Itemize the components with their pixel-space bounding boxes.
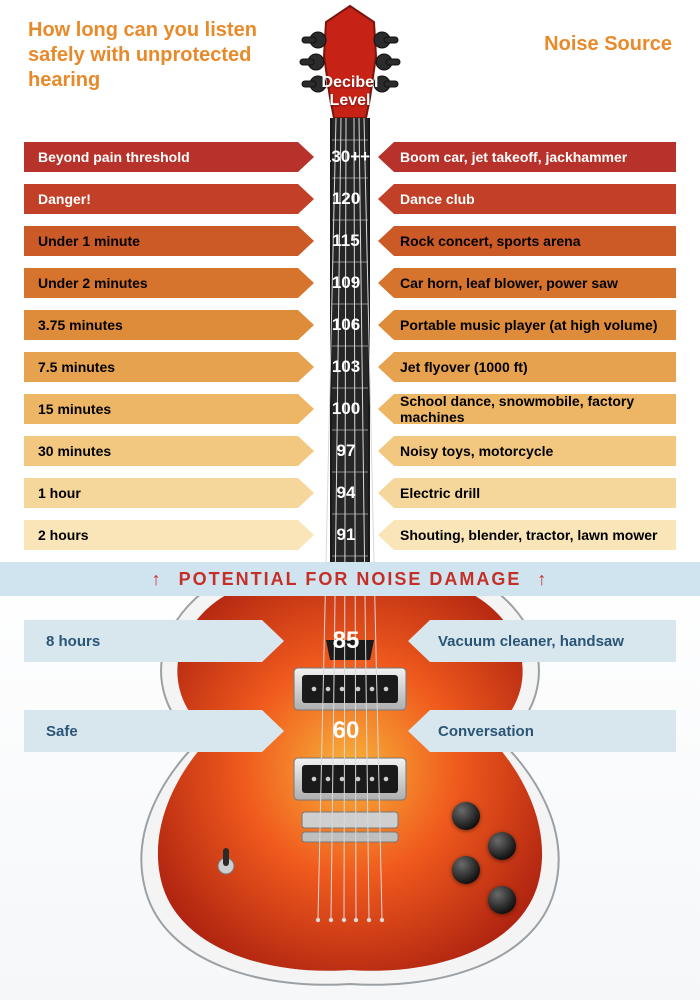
row-115-right: Rock concert, sports arena — [378, 226, 676, 256]
row-109-right: Car horn, leaf blower, power saw — [378, 268, 676, 298]
row-106: 3.75 minutes 106 Portable music player (… — [24, 310, 676, 340]
row-100-db: 100 — [316, 394, 376, 424]
row-85-right: Vacuum cleaner, handsaw — [408, 620, 676, 662]
row-60-db: 60 — [286, 710, 406, 752]
row-115-left: Under 1 minute — [24, 226, 314, 256]
row-94-left: 1 hour — [24, 478, 314, 508]
row-106-right: Portable music player (at high volume) — [378, 310, 676, 340]
row-115-db: 115 — [316, 226, 376, 256]
row-100-left: 15 minutes — [24, 394, 314, 424]
arrow-up-icon: ↑ — [152, 569, 163, 590]
row-60: Safe 60 Conversation — [24, 710, 676, 752]
arrow-up-icon: ↑ — [537, 569, 548, 590]
row-91: 2 hours 91 Shouting, blender, tractor, l… — [24, 520, 676, 550]
row-109-db: 109 — [316, 268, 376, 298]
row-130-right: Boom car, jet takeoff, jackhammer — [378, 142, 676, 172]
row-103-left: 7.5 minutes — [24, 352, 314, 382]
row-103: 7.5 minutes 103 Jet flyover (1000 ft) — [24, 352, 676, 382]
row-60-left: Safe — [24, 710, 284, 752]
row-120: Danger! 120 Dance club — [24, 184, 676, 214]
row-120-db: 120 — [316, 184, 376, 214]
row-100-right: School dance, snowmobile, factory machin… — [378, 394, 676, 424]
header-decibel-label: Decibel Level — [322, 74, 379, 109]
row-91-db: 91 — [316, 520, 376, 550]
row-106-left: 3.75 minutes — [24, 310, 314, 340]
row-94-right: Electric drill — [378, 478, 676, 508]
row-60-right: Conversation — [408, 710, 676, 752]
damage-banner: ↑ POTENTIAL FOR NOISE DAMAGE ↑ — [0, 562, 700, 596]
rows-container: Beyond pain threshold 130++ Boom car, je… — [24, 142, 676, 764]
row-130-db: 130++ — [316, 142, 376, 172]
row-109: Under 2 minutes 109 Car horn, leaf blowe… — [24, 268, 676, 298]
row-91-left: 2 hours — [24, 520, 314, 550]
row-97-db: 97 — [316, 436, 376, 466]
row-120-left: Danger! — [24, 184, 314, 214]
row-100: 15 minutes 100 School dance, snowmobile,… — [24, 394, 676, 424]
row-120-right: Dance club — [378, 184, 676, 214]
row-94-db: 94 — [316, 478, 376, 508]
row-109-left: Under 2 minutes — [24, 268, 314, 298]
row-106-db: 106 — [316, 310, 376, 340]
row-130: Beyond pain threshold 130++ Boom car, je… — [24, 142, 676, 172]
damage-banner-text: POTENTIAL FOR NOISE DAMAGE — [179, 569, 522, 590]
row-91-right: Shouting, blender, tractor, lawn mower — [378, 520, 676, 550]
row-103-right: Jet flyover (1000 ft) — [378, 352, 676, 382]
row-97: 30 minutes 97 Noisy toys, motorcycle — [24, 436, 676, 466]
row-94: 1 hour 94 Electric drill — [24, 478, 676, 508]
row-85-db: 85 — [286, 620, 406, 662]
row-97-right: Noisy toys, motorcycle — [378, 436, 676, 466]
row-85-left: 8 hours — [24, 620, 284, 662]
row-130-left: Beyond pain threshold — [24, 142, 314, 172]
row-97-left: 30 minutes — [24, 436, 314, 466]
row-103-db: 103 — [316, 352, 376, 382]
row-115: Under 1 minute 115 Rock concert, sports … — [24, 226, 676, 256]
row-85: 8 hours 85 Vacuum cleaner, handsaw — [24, 620, 676, 662]
